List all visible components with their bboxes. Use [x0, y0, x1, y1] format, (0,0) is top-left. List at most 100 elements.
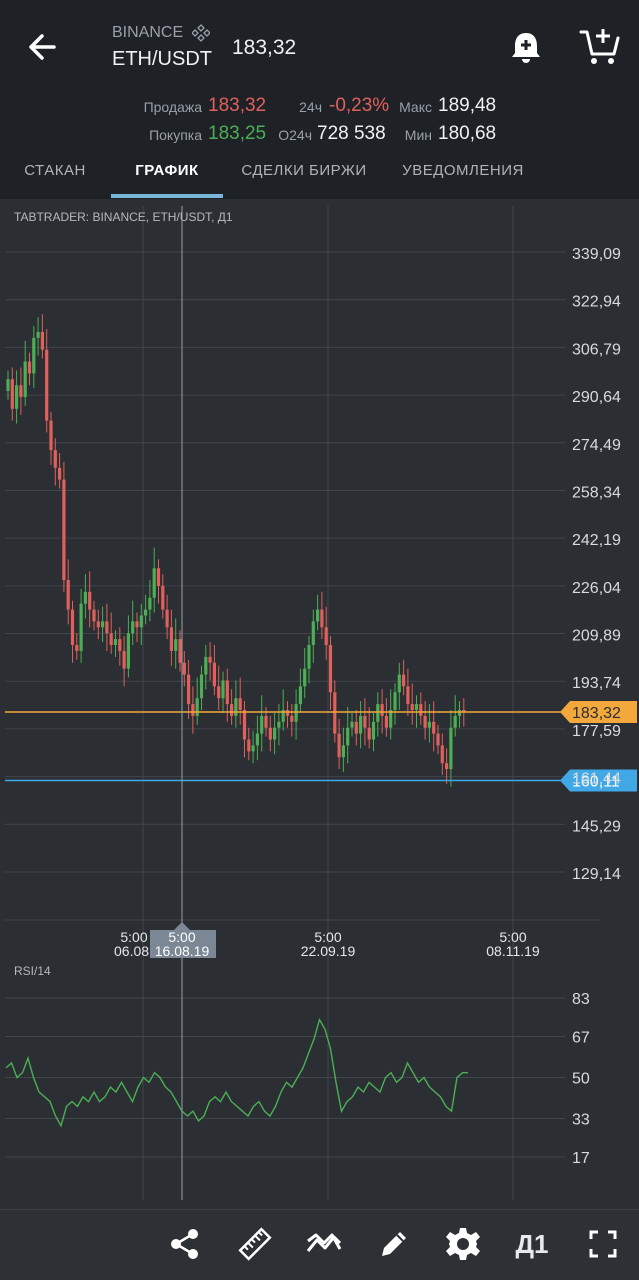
pair-label[interactable]: ETH/USDT: [112, 48, 212, 70]
candle-body: [118, 639, 122, 651]
settings-button[interactable]: [441, 1222, 485, 1266]
fullscreen-button[interactable]: [581, 1222, 625, 1266]
candle-body: [457, 709, 462, 716]
candle-body: [122, 650, 126, 669]
price-tag-label: 183,32: [572, 705, 621, 722]
candle-body: [96, 621, 100, 628]
rsi-tick-label: 83: [572, 991, 590, 1008]
candle-body: [49, 420, 53, 451]
y-tick-label: 290,64: [572, 389, 621, 406]
last-price: 183,32: [232, 36, 297, 59]
x-tick-time: 5:00: [120, 929, 147, 945]
tab-notifications[interactable]: УВЕДОМЛЕНИЯ: [402, 162, 524, 179]
candle-body: [294, 704, 298, 722]
candle-body: [225, 680, 229, 705]
candle-body: [208, 656, 212, 663]
x-tick-date: 22.09.19: [301, 943, 356, 959]
sell-label: Продажа: [143, 99, 202, 115]
binance-icon: [191, 24, 211, 42]
arrow-left-icon: [29, 34, 56, 60]
chart-area[interactable]: [0, 199, 639, 1209]
tab-orderbook[interactable]: СТАКАН: [24, 162, 86, 179]
chart-title: TABTRADER: BINANCE, ETH/USDT, Д1: [14, 210, 233, 224]
y-tick-label: 193,74: [572, 675, 621, 692]
candle-body: [23, 361, 27, 397]
y-tick-label: 306,79: [572, 341, 621, 358]
ruler-button[interactable]: [233, 1222, 277, 1266]
candle-body: [88, 591, 92, 610]
tab-trades[interactable]: СДЕЛКИ БИРЖИ: [241, 162, 367, 179]
candle-body: [247, 739, 251, 752]
candle-body: [419, 704, 423, 716]
y-tick-label: 226,04: [572, 580, 621, 597]
price-chart[interactable]: 183,32 160,11 339,09 322,94 306,79 290,64 274…: [0, 0, 639, 1209]
candle-body: [298, 686, 302, 705]
candle-body: [19, 385, 23, 397]
candle-body: [440, 745, 444, 764]
candle-body: [144, 609, 148, 616]
candle-body: [354, 721, 358, 734]
candle-body: [423, 715, 427, 728]
candle-body: [92, 609, 96, 622]
candle-body: [311, 621, 315, 646]
candle-body: [462, 709, 466, 713]
volume-value: 728 538: [317, 123, 386, 144]
candle-body: [255, 733, 259, 746]
change-value: -0,23%: [329, 95, 390, 116]
y-tick-label: 339,09: [572, 246, 621, 263]
gear-icon: [446, 1228, 480, 1260]
crosshair-date: 16.08.19: [155, 943, 210, 959]
candle-body: [62, 479, 66, 581]
alert-button[interactable]: [506, 28, 546, 68]
min-label: Мин: [404, 127, 432, 143]
candle-body: [105, 621, 109, 634]
candle-body: [290, 715, 294, 722]
timeframe-button[interactable]: Д1: [510, 1222, 554, 1266]
rsi-tick-label: 33: [572, 1111, 590, 1128]
candle-body: [165, 609, 169, 628]
candle-body: [384, 715, 388, 728]
crosshair-time: 5:00: [168, 929, 195, 945]
candle-body: [397, 674, 401, 693]
candle-body: [316, 609, 320, 622]
back-button[interactable]: [20, 24, 64, 68]
active-tab-indicator: [111, 194, 223, 198]
candle-body: [70, 609, 75, 646]
candle-body: [427, 721, 431, 728]
candle-body: [182, 662, 186, 675]
candle-body: [341, 745, 345, 758]
candle-body: [359, 715, 363, 734]
candle-body: [83, 591, 87, 604]
timeframe-label: Д1: [515, 1228, 549, 1259]
candle-body: [58, 467, 62, 480]
min-value: 180,68: [438, 123, 497, 144]
candle-body: [453, 715, 457, 728]
candle-body: [414, 704, 419, 710]
candle-body: [195, 698, 199, 716]
y-tick-label: 209,89: [572, 628, 621, 645]
share-icon: [171, 1229, 198, 1259]
candle-body: [307, 645, 311, 669]
y-tick-label: 177,59: [572, 723, 621, 740]
candle-body: [126, 633, 130, 669]
indicators-button[interactable]: [302, 1222, 346, 1266]
bottom-toolbar: Д1: [0, 1209, 639, 1280]
tab-chart[interactable]: ГРАФИК: [135, 162, 199, 179]
y-tick-label: 145,29: [572, 818, 621, 835]
candle-body: [10, 379, 14, 409]
share-button[interactable]: [163, 1222, 207, 1266]
candle-body: [191, 704, 195, 716]
candle-body: [135, 621, 139, 628]
y-tick-label: 274,49: [572, 437, 621, 454]
add-to-cart-button[interactable]: [578, 26, 622, 68]
candle-body: [410, 704, 414, 710]
crosshair-tag: [150, 922, 216, 958]
draw-button[interactable]: [372, 1222, 416, 1266]
candle-body: [101, 621, 105, 628]
candle-body: [79, 603, 83, 651]
candle-body: [380, 704, 384, 716]
y-tick-label: 129,14: [572, 866, 621, 883]
candle-body: [242, 709, 247, 740]
candle-body: [148, 597, 152, 610]
candle-body: [53, 450, 57, 468]
